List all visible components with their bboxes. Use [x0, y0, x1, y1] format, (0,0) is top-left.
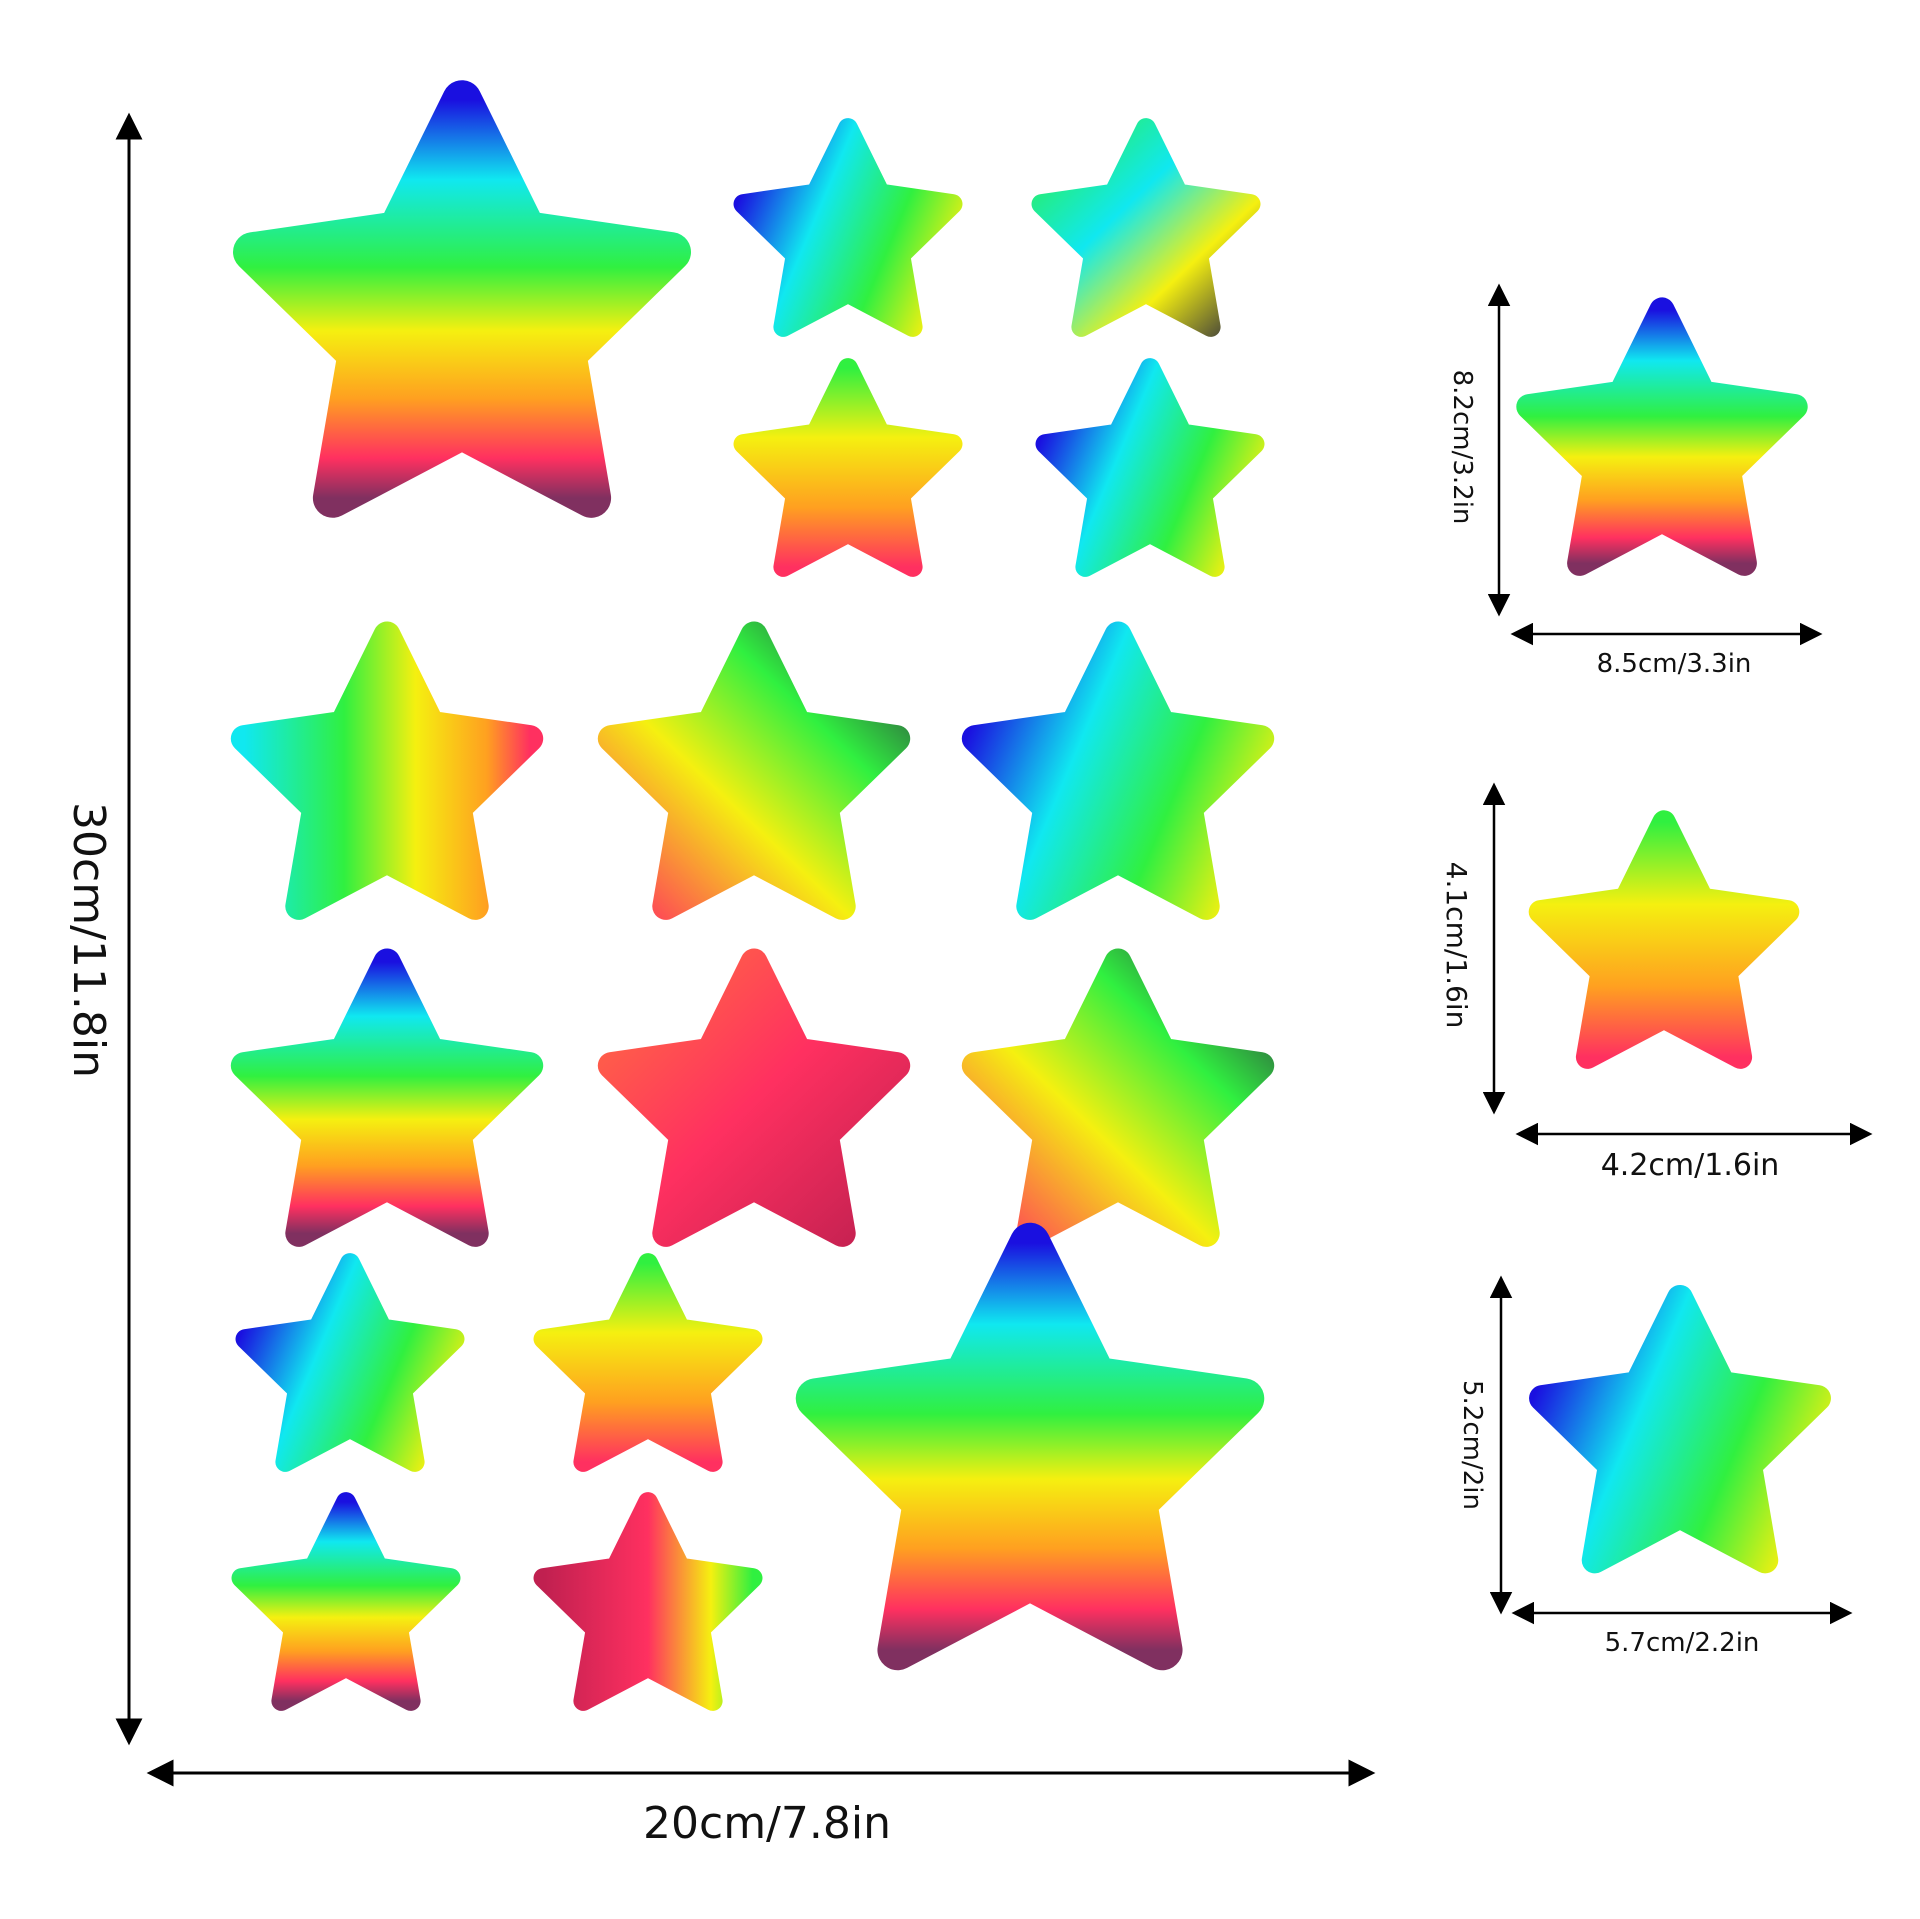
- sheet-star: [795, 1222, 1265, 1671]
- sample-small-star-shape: [1528, 810, 1800, 1069]
- sheet-star: [1035, 358, 1265, 577]
- sheet-star: [235, 1253, 465, 1472]
- sheet-star: [597, 948, 911, 1247]
- sheet-star: [533, 1492, 763, 1711]
- sheet-star: [961, 948, 1275, 1247]
- sheet-star: [231, 1492, 461, 1711]
- sheet-star: [961, 621, 1275, 920]
- sheet-star: [1031, 118, 1261, 337]
- sheet-width-label: 20cm/7.8in: [643, 1798, 891, 1849]
- sheet-height-label: 30cm/11.8in: [63, 802, 114, 1078]
- sheet-star: [230, 948, 544, 1247]
- sample-medium-star-shape: [1529, 1284, 1831, 1574]
- sample-medium-star: 5.2cm/2in 5.7cm/2.2in: [1457, 1275, 1853, 1658]
- sheet-star: [733, 358, 963, 577]
- sample-large-width-label: 8.5cm/3.3in: [1597, 649, 1752, 679]
- sheet-stars: [230, 80, 1275, 1711]
- sheet-star: [233, 80, 691, 518]
- sample-large-star-shape: [1516, 297, 1808, 576]
- sample-small-height-label: 4.1cm/1.6in: [1440, 862, 1473, 1029]
- sheet-star: [597, 621, 911, 920]
- sample-small-width-label: 4.2cm/1.6in: [1601, 1148, 1780, 1183]
- sample-large-height-label: 8.2cm/3.2in: [1447, 370, 1477, 525]
- sample-medium-width-label: 5.7cm/2.2in: [1605, 1628, 1760, 1658]
- sheet-star: [733, 118, 963, 337]
- sheet-star: [533, 1253, 763, 1472]
- sheet-star: [230, 621, 544, 920]
- sample-large-star: 8.2cm/3.2in 8.5cm/3.3in: [1447, 283, 1823, 679]
- sample-small-star: 4.1cm/1.6in 4.2cm/1.6in: [1440, 782, 1873, 1183]
- sample-medium-height-label: 5.2cm/2in: [1457, 1380, 1487, 1510]
